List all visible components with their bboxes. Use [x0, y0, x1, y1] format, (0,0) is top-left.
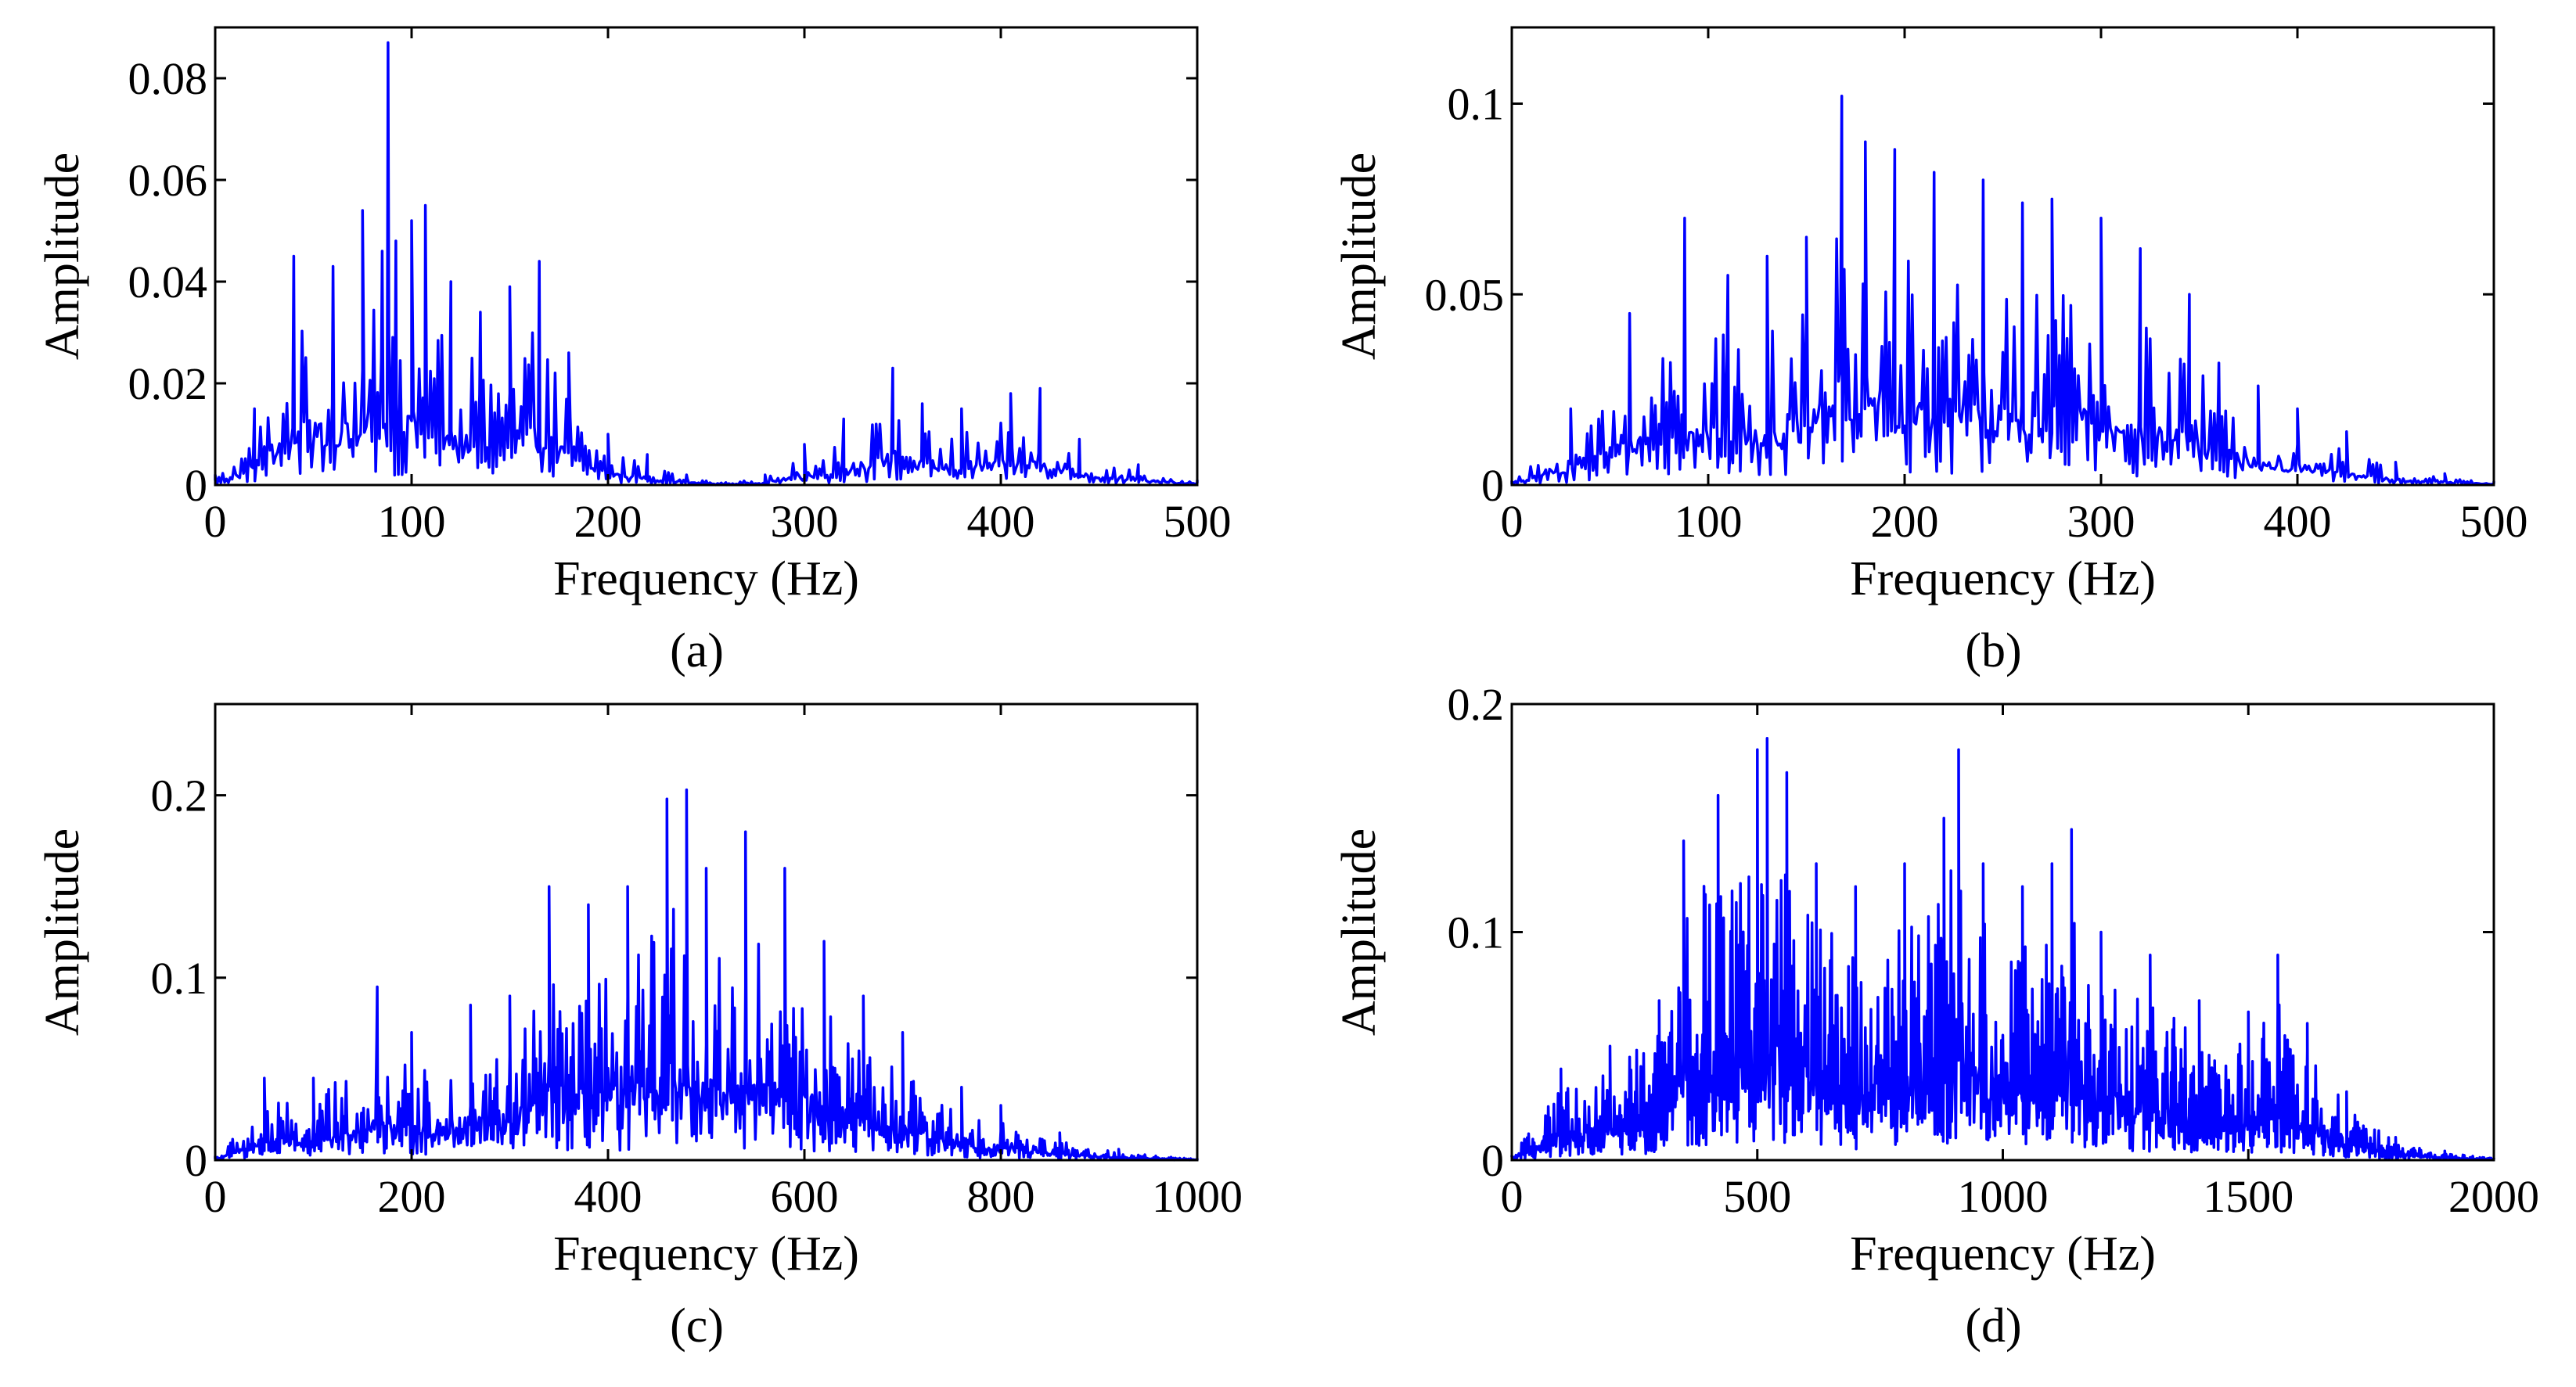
panel-a: 0 100 200 300 400 500 0 0.02 0.04 0.06 0.08 Frequen… — [36, 26, 1232, 677]
x-tick-label-a: 200 — [574, 496, 642, 547]
y-tick-label-b: 0 — [1481, 460, 1504, 511]
x-tick-label-a: 0 — [204, 496, 227, 547]
axes-frame-c — [214, 702, 1199, 1162]
y-tick-label-a: 0.08 — [128, 53, 208, 104]
x-tick-label-b: 100 — [1675, 496, 1743, 547]
y-axis-label-d: Amplitude — [1333, 828, 1386, 1036]
x-tick-label-d: 2000 — [2448, 1171, 2539, 1222]
y-tick-label-d: 0 — [1481, 1135, 1504, 1186]
panel-label-c: (c) — [670, 1299, 724, 1353]
x-tick-label-a: 400 — [967, 496, 1035, 547]
x-axis-label-b: Frequency (Hz) — [1850, 552, 2156, 605]
x-tick-label-c: 400 — [574, 1171, 642, 1222]
x-tick-label-b: 500 — [2460, 496, 2528, 547]
y-tick-label-a: 0 — [185, 460, 207, 511]
y-tick-label-d: 0.1 — [1448, 907, 1505, 958]
x-tick-label-c: 600 — [771, 1171, 839, 1222]
x-tick-label-b: 200 — [1871, 496, 1939, 547]
y-axis-label-c: Amplitude — [36, 828, 89, 1036]
y-tick-label-a: 0.04 — [128, 257, 208, 307]
panel-d: 0 500 1000 1500 2000 0 0.1 0.2 Frequency (Hz) Amp… — [1333, 679, 2539, 1353]
x-tick-label-b: 0 — [1501, 496, 1524, 547]
panel-label-d: (d) — [1965, 1299, 2021, 1353]
y-tick-label-c: 0.2 — [151, 771, 208, 821]
x-tick-label-b: 400 — [2264, 496, 2332, 547]
x-tick-label-c: 0 — [204, 1171, 227, 1222]
spectrum-line-c — [214, 788, 1199, 1162]
y-tick-label-c: 0.1 — [151, 953, 208, 1004]
panel-b: 0 100 200 300 400 500 0 0.05 0.1 Frequency (Hz) Am… — [1333, 26, 2528, 677]
x-axis-label-d: Frequency (Hz) — [1850, 1227, 2156, 1281]
panel-label-b: (b) — [1965, 624, 2021, 677]
x-tick-label-a: 300 — [771, 496, 839, 547]
y-tick-label-a: 0.02 — [128, 358, 208, 409]
y-tick-label-c: 0 — [185, 1135, 207, 1186]
spectrum-line-b — [1510, 95, 2495, 486]
y-axis-label-a: Amplitude — [36, 153, 89, 360]
y-axis-label-b: Amplitude — [1333, 153, 1386, 360]
spectrum-line-d — [1510, 736, 2495, 1162]
x-tick-label-c: 800 — [967, 1171, 1035, 1222]
y-tick-label-a: 0.06 — [128, 155, 208, 206]
x-axis-label-a: Frequency (Hz) — [553, 552, 859, 605]
x-tick-label-d: 1000 — [1958, 1171, 2049, 1222]
x-tick-label-c: 200 — [378, 1171, 446, 1222]
x-tick-label-d: 0 — [1501, 1171, 1524, 1222]
x-tick-label-d: 500 — [1723, 1171, 1791, 1222]
x-tick-label-a: 100 — [378, 496, 446, 547]
panel-label-a: (a) — [670, 624, 724, 677]
x-tick-label-d: 1500 — [2203, 1171, 2294, 1222]
x-tick-label-c: 1000 — [1152, 1171, 1243, 1222]
y-tick-label-b: 0.1 — [1448, 79, 1505, 130]
x-tick-label-a: 500 — [1164, 496, 1232, 547]
y-tick-label-d: 0.2 — [1448, 679, 1505, 730]
x-tick-label-b: 300 — [2067, 496, 2135, 547]
x-axis-label-c: Frequency (Hz) — [553, 1227, 859, 1281]
y-tick-label-b: 0.05 — [1425, 269, 1505, 320]
spectrum-line-a — [214, 41, 1199, 487]
axes-frame-b — [1510, 26, 2495, 487]
axes-frame-a — [214, 26, 1199, 487]
panel-c: 0 200 400 600 800 1000 0 0.1 0.2 Frequency (Hz) Am… — [36, 702, 1243, 1353]
